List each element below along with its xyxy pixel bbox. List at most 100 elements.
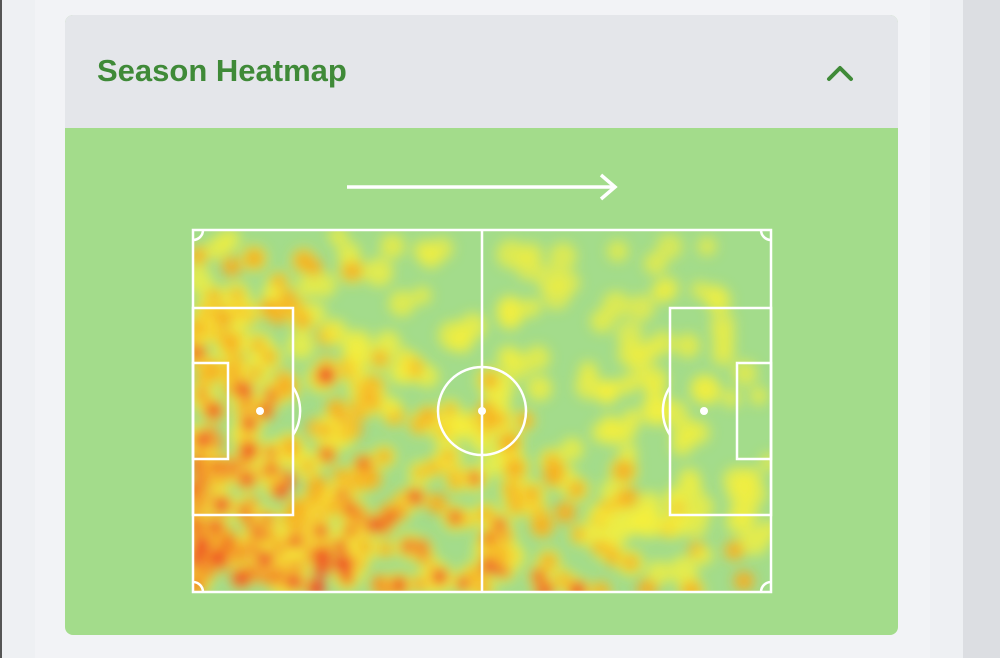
heat-blob [413,239,436,263]
heat-blob [220,332,241,353]
heat-blob [636,579,658,592]
heat-blob [522,298,542,318]
heat-blob [694,546,714,566]
heatmap [193,230,771,592]
heat-blob [193,483,201,498]
heat-blob [429,236,454,261]
heat-blob [326,399,346,419]
heat-blob [681,581,701,592]
heat-blob [425,461,439,475]
heat-blob [656,233,683,260]
heat-blob [388,290,416,317]
heat-blob [240,415,258,432]
heat-blob [372,350,388,367]
heat-blob [590,309,614,334]
heat-blob [342,260,363,281]
heat-blob [341,501,356,516]
heat-blob [380,396,402,418]
heat-blob [456,575,471,591]
heat-blob [287,331,315,360]
heat-blob [221,256,242,277]
heat-blob [389,360,414,385]
heat-blob [205,236,230,261]
heat-blob [345,353,369,376]
heat-blob [232,569,250,587]
heat-blob [316,365,336,386]
heat-blob [622,554,639,571]
heat-blob [483,533,495,545]
heat-blob [742,481,767,506]
pitch-spots [256,407,708,415]
heat-blob [449,511,462,524]
heat-blob [406,488,424,506]
heat-blob [682,511,708,538]
heat-blob [336,241,361,265]
heat-blob [542,281,571,311]
heat-blob [606,240,629,263]
heat-blob [412,286,432,305]
heat-blob [325,498,342,515]
heat-blob [627,294,655,322]
heat-blob [531,514,553,537]
heat-blob [448,474,464,490]
heat-blob [275,376,297,398]
heat-blob [306,474,328,497]
heat-blob [615,421,637,443]
heat-blob [256,550,275,569]
heat-blob [238,471,256,488]
heat-blob [193,319,206,336]
heat-blob [480,411,499,429]
heat-blob [249,365,263,379]
heat-blob [319,423,334,438]
heat-blob [592,540,606,554]
heat-blob [526,375,553,402]
heat-blob [759,519,771,540]
heat-blob [675,333,701,359]
heat-blob [202,360,224,382]
heat-blob [305,258,323,276]
heat-blob [320,448,333,461]
heat-blob [617,375,638,395]
heat-blob [271,273,287,289]
side-panel [963,0,1000,658]
heat-blob [690,280,710,300]
heat-blob [311,272,337,298]
heat-blob [592,581,610,592]
heat-blob [193,519,205,533]
heat-blob [497,345,521,369]
heat-blob [443,412,469,439]
heat-blob [619,487,639,507]
heat-blob [468,472,481,485]
heat-blob [616,320,644,348]
heat-blob [689,374,719,403]
heat-blob [313,524,328,538]
heat-blob [504,458,526,479]
heat-blob [591,421,613,444]
heat-blob [523,485,541,503]
heat-blob [594,506,613,525]
heat-blob [356,538,373,555]
heat-blob [210,459,224,473]
heat-blob [724,541,744,560]
heat-blob [360,389,378,407]
heat-blob [524,345,551,371]
heat-blob [333,468,350,485]
collapse-button[interactable] [825,59,855,89]
heat-blob [364,257,394,287]
heat-blob [378,541,393,557]
heat-blob [491,545,509,563]
heat-blob [568,480,586,498]
heat-blob [340,571,354,585]
heat-blob [575,372,603,400]
heat-blob [481,451,507,477]
heat-blob [626,508,653,534]
heat-blob [733,570,754,592]
heat-blob [515,254,542,281]
heat-blob [548,242,577,271]
heat-blob [243,515,255,527]
heat-blob [619,443,638,462]
heat-blob [705,288,732,314]
heat-blob [498,295,521,318]
heat-blob [193,459,205,471]
heat-blob [286,498,309,520]
